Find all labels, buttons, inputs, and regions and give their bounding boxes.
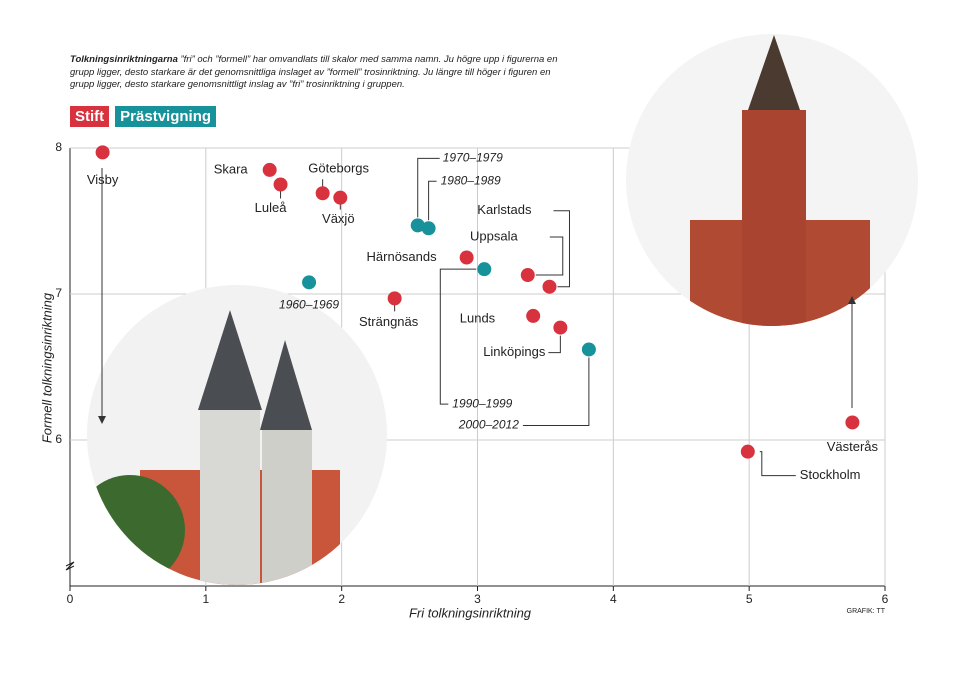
point (845, 415, 860, 430)
point-label: 1960–1969 (279, 297, 339, 311)
point-label: 1990–1999 (452, 396, 512, 410)
point (262, 162, 277, 177)
leader-line (522, 357, 590, 426)
point (520, 268, 535, 283)
leader-line (439, 268, 477, 405)
x-tick-label: 0 (67, 592, 74, 606)
point (273, 177, 288, 192)
point (542, 279, 557, 294)
x-tick-label: 4 (610, 592, 617, 606)
photo-visby (87, 285, 387, 585)
point-label: Uppsala (470, 228, 518, 243)
credit: GRAFIK: TT (847, 608, 886, 615)
photo-vasteras (626, 34, 918, 326)
point (477, 262, 492, 277)
y-tick-label: 8 (55, 140, 62, 154)
x-tick-label: 3 (474, 592, 481, 606)
point (333, 190, 348, 205)
point-label: 2000–2012 (458, 418, 519, 432)
point-label: Luleå (255, 200, 288, 215)
point-label: Skara (214, 161, 249, 176)
x-tick-label: 2 (338, 592, 345, 606)
x-tick-label: 1 (202, 592, 209, 606)
x-tick-label: 6 (882, 592, 889, 606)
axis-break (65, 561, 75, 571)
y-axis-label: Formell tolkningsinriktning (39, 292, 54, 443)
point (526, 308, 541, 323)
point (553, 320, 568, 335)
intro-text: ”fri” och ”formell” har omvandlats till … (70, 54, 558, 90)
point-label: Göteborgs (308, 161, 369, 176)
intro-bold: Tolkningsinriktningarna (70, 54, 178, 65)
y-tick-label: 6 (55, 432, 62, 446)
point-label: Härnösands (367, 249, 438, 264)
point-label: Strängnäs (359, 314, 419, 329)
leader-line (759, 451, 796, 477)
leader-line (428, 180, 437, 221)
point (315, 186, 330, 201)
x-tick-label: 5 (746, 592, 753, 606)
leader-line (535, 236, 564, 276)
legend-entry: Stift (70, 106, 110, 127)
point (410, 218, 425, 233)
point-label: 1980–1989 (441, 173, 501, 187)
point-label: Stockholm (800, 467, 861, 482)
intro: Tolkningsinriktningarna ”fri” och ”forme… (70, 54, 560, 92)
legend-entry: Prästvigning (115, 106, 217, 127)
point (740, 444, 755, 459)
point-label: Karlstads (477, 202, 532, 217)
point-label: Linköpings (483, 344, 546, 359)
point-label: Växjö (322, 211, 355, 226)
leader-line (553, 210, 570, 288)
leader-line (548, 335, 561, 354)
point (581, 342, 596, 357)
point (95, 145, 110, 160)
point (421, 221, 436, 236)
x-axis-label: Fri tolkningsinriktning (409, 605, 532, 620)
leader-line (417, 157, 440, 218)
point (459, 250, 474, 265)
point-label: Lunds (460, 310, 496, 325)
legend: Stift Prästvigning (70, 106, 217, 127)
point-label: 1970–1979 (443, 151, 503, 165)
point-label: Västerås (827, 439, 879, 454)
point (302, 275, 317, 290)
point-label: Visby (87, 172, 119, 187)
point (387, 291, 402, 306)
y-tick-label: 7 (55, 286, 62, 300)
